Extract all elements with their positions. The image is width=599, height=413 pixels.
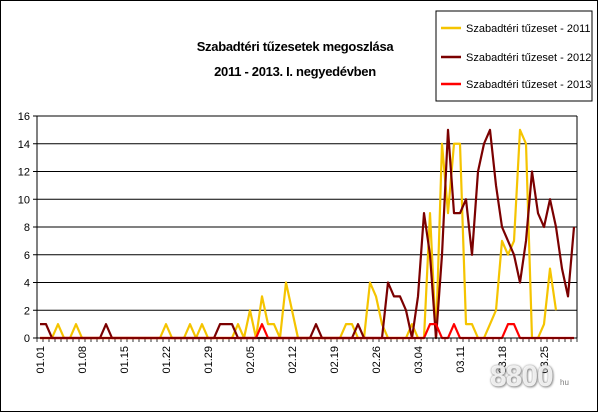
y-tick-label: 6 bbox=[24, 250, 30, 262]
x-tick-label: 01.29 bbox=[203, 346, 215, 374]
x-tick-label: 02.19 bbox=[329, 346, 341, 374]
x-tick-label: 01.22 bbox=[161, 346, 173, 374]
x-tick-label: 03.25 bbox=[539, 346, 551, 374]
chart-title-line-2: 2011 - 2013. I. negyedévben bbox=[214, 64, 376, 79]
gridlines bbox=[37, 115, 577, 311]
legend-label-2: Szabadtéri tűzeset - 2012 bbox=[466, 52, 591, 64]
x-tick-label: 01.15 bbox=[119, 346, 131, 374]
chart-title: Szabadtéri tűzesetek megoszlása 2011 - 2… bbox=[197, 39, 395, 79]
x-tick-label: 02.05 bbox=[245, 346, 257, 374]
chart-title-line-1: Szabadtéri tűzesetek megoszlása bbox=[197, 39, 395, 54]
legend-label-1: Szabadtéri tűzeset - 2011 bbox=[466, 23, 591, 35]
x-tick-label: 01.08 bbox=[77, 346, 89, 374]
y-tick-label: 12 bbox=[18, 167, 30, 179]
x-axis-ticks: 01.01 01.08 01.15 01.22 01.29 02.05 02.12 02.19… bbox=[35, 338, 578, 374]
y-tick-label: 8 bbox=[24, 222, 30, 234]
y-axis-ticks: 0 2 4 6 8 10 12 14 16 bbox=[18, 111, 37, 345]
x-tick-label: 03.11 bbox=[455, 346, 467, 373]
x-tick-label: 03.18 bbox=[497, 346, 509, 374]
x-tick-label: 01.01 bbox=[35, 346, 47, 374]
legend-label-3: Szabadtéri tűzeset - 2013 bbox=[466, 79, 591, 91]
axes bbox=[36, 115, 578, 339]
y-tick-label: 16 bbox=[18, 111, 30, 123]
legend: Szabadtéri tűzeset - 2011 Szabadtéri tűze… bbox=[435, 10, 593, 102]
x-tick-label: 02.12 bbox=[287, 346, 299, 374]
y-tick-label: 2 bbox=[24, 305, 30, 317]
y-tick-label: 0 bbox=[24, 333, 30, 345]
y-tick-label: 4 bbox=[24, 278, 30, 290]
y-tick-label: 14 bbox=[18, 139, 30, 151]
y-tick-label: 10 bbox=[18, 194, 30, 206]
legend-box bbox=[435, 10, 593, 102]
x-tick-label: 03.04 bbox=[413, 346, 425, 374]
x-tick-label: 02.26 bbox=[371, 346, 383, 374]
